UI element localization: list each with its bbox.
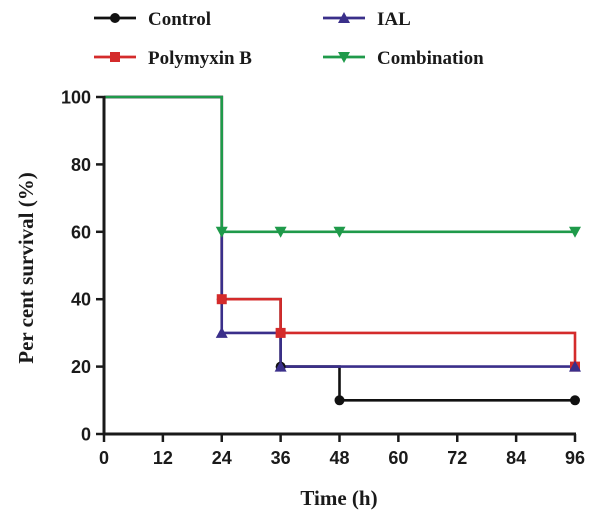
y-tick-label: 60 <box>71 222 91 242</box>
legend-label: Control <box>148 9 211 30</box>
data-point-polymyxin-b <box>275 327 286 338</box>
legend-marker-ial <box>338 12 350 23</box>
y-tick-label: 80 <box>71 155 91 175</box>
y-tick-label: 40 <box>71 290 91 310</box>
data-point-control <box>570 395 580 406</box>
x-tick-label: 84 <box>506 448 526 468</box>
data-point-combination <box>274 226 287 238</box>
data-point-ial <box>215 326 228 338</box>
legend-marker-polymyxin-b <box>110 52 120 62</box>
x-tick-label: 72 <box>447 448 467 468</box>
legend-item-ial: IAL <box>323 9 411 30</box>
series-line-combination <box>104 95 575 234</box>
data-point-ial <box>569 360 581 372</box>
x-tick-label: 36 <box>271 448 291 468</box>
x-axis-title: Time (h) <box>300 486 377 510</box>
legend-label: IAL <box>377 9 411 30</box>
legend-item-control: Control <box>94 9 211 30</box>
legend-item-polymyxin-b: Polymyxin B <box>94 48 252 69</box>
plot-lines <box>104 95 577 402</box>
legend-marker-control <box>110 13 120 23</box>
legend: Control Polymyxin B IAL Combination <box>94 9 484 69</box>
data-point-polymyxin-b <box>216 294 227 305</box>
series-line-control <box>104 95 575 402</box>
plot-markers <box>215 226 581 406</box>
y-tick-label: 100 <box>61 88 91 108</box>
x-tick-label: 24 <box>212 448 232 468</box>
legend-marker-combination <box>338 52 350 63</box>
y-axis-title: Per cent survival (%) <box>14 172 38 363</box>
x-tick-label: 48 <box>329 448 349 468</box>
data-point-combination <box>333 226 346 238</box>
y-tick-label: 20 <box>71 357 91 377</box>
legend-label: Combination <box>377 48 484 69</box>
data-point-combination <box>215 226 228 238</box>
legend-label: Polymyxin B <box>148 48 252 69</box>
data-point-ial <box>274 360 287 372</box>
x-tick-label: 60 <box>388 448 408 468</box>
axes: 0 20 40 60 80 100 0 12 24 36 48 60 72 84 96 <box>61 88 585 469</box>
x-tick-label: 12 <box>153 448 173 468</box>
x-tick-label: 0 <box>99 448 109 468</box>
data-point-combination <box>569 226 581 238</box>
legend-item-combination: Combination <box>323 48 484 69</box>
y-tick-label: 0 <box>81 425 91 445</box>
data-point-control <box>334 395 345 406</box>
x-tick-label: 96 <box>565 448 585 468</box>
